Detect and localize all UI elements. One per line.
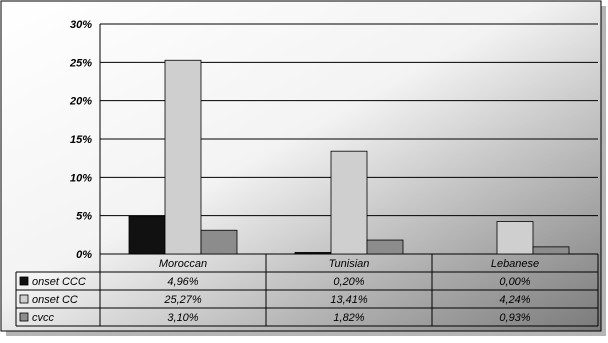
y-tick-label-1: 5% bbox=[76, 211, 92, 223]
chart-area bbox=[0, 0, 602, 332]
legend-key-cvcc bbox=[19, 312, 29, 322]
y-tick-label-4: 20% bbox=[69, 96, 92, 108]
x-tick-label-lebanese: Lebanese bbox=[491, 258, 539, 270]
data-label-onset-ccc-lebanese: 0,00% bbox=[499, 276, 530, 288]
y-tick-label-6: 30% bbox=[70, 19, 92, 31]
y-tick-label-0: 0% bbox=[76, 249, 92, 261]
legend-label-cvcc: cvcc bbox=[32, 312, 55, 324]
bar-onset-ccc-moroccan bbox=[128, 215, 166, 255]
data-table: Moroccan Tunisian Lebanese onset CCC 4,96% 0,… bbox=[15, 254, 599, 327]
bar-cvcc-moroccan bbox=[200, 229, 238, 255]
data-label-onset-ccc-tunisian: 0,20% bbox=[333, 276, 364, 288]
x-tick-label-tunisian: Tunisian bbox=[329, 258, 370, 270]
bar-cvcc-lebanese bbox=[532, 246, 570, 255]
bar-cvcc-tunisian bbox=[366, 239, 404, 255]
legend-key-onset-ccc bbox=[19, 276, 29, 286]
data-label-cvcc-lebanese: 0,93% bbox=[499, 312, 530, 324]
y-tick-label-5: 25% bbox=[69, 57, 92, 69]
data-label-cvcc-moroccan: 3,10% bbox=[167, 312, 198, 324]
data-label-onset-cc-tunisian: 13,41% bbox=[330, 294, 368, 306]
data-label-onset-cc-moroccan: 25,27% bbox=[163, 294, 202, 306]
bar-onset-cc-lebanese bbox=[496, 221, 534, 255]
y-tick-label-2: 10% bbox=[70, 172, 92, 184]
data-label-onset-cc-lebanese: 4,24% bbox=[499, 294, 530, 306]
legend-key-onset-cc bbox=[19, 294, 29, 304]
bar-onset-cc-moroccan bbox=[164, 59, 202, 255]
bar-onset-cc-tunisian bbox=[330, 150, 368, 255]
bars bbox=[128, 59, 570, 255]
y-tick-label-3: 15% bbox=[70, 134, 92, 146]
bar-onset-ccc-tunisian bbox=[294, 252, 332, 255]
data-label-cvcc-tunisian: 1,82% bbox=[333, 312, 364, 324]
data-label-onset-ccc-moroccan: 4,96% bbox=[167, 276, 198, 288]
legend-label-onset-ccc: onset CCC bbox=[32, 276, 86, 288]
x-tick-label-moroccan: Moroccan bbox=[159, 258, 207, 270]
legend-label-onset-cc: onset CC bbox=[32, 294, 78, 306]
